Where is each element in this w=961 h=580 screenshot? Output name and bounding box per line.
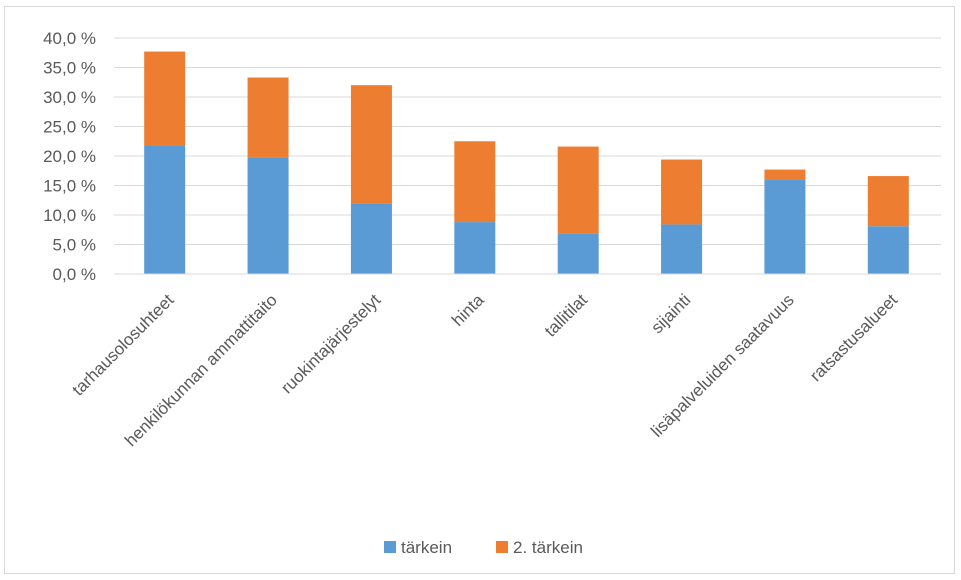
bar-segment-tarkein: [247, 157, 289, 274]
x-tick-label: sijainti: [648, 290, 695, 337]
gridlines: [114, 37, 941, 245]
y-tick-label: 15,0 %: [43, 177, 96, 196]
bar-segment-2-tarkein: [350, 85, 392, 204]
legend-label: tärkein: [401, 538, 452, 557]
bar-segment-2-tarkein: [144, 51, 186, 146]
bar-segment-2-tarkein: [764, 169, 806, 180]
bar-segment-tarkein: [764, 179, 806, 274]
x-tick-label: tarhausolosuhteet: [69, 290, 178, 399]
y-tick-label: 20,0 %: [43, 147, 96, 166]
y-tick-label: 35,0 %: [43, 59, 96, 78]
bar-segment-2-tarkein: [661, 159, 703, 225]
bar-segment-tarkein: [350, 203, 392, 274]
bar-segment-tarkein: [557, 233, 599, 274]
y-tick-label: 30,0 %: [43, 88, 96, 107]
bar-segment-tarkein: [661, 224, 703, 274]
legend-label: 2. tärkein: [513, 538, 583, 557]
legend-swatch: [496, 541, 508, 553]
y-tick-label: 10,0 %: [43, 206, 96, 225]
y-tick-label: 40,0 %: [43, 29, 96, 48]
bar-segment-2-tarkein: [454, 141, 496, 223]
x-tick-label: tallitilat: [541, 290, 591, 340]
x-tick-label: ratsastusalueet: [806, 290, 901, 385]
bar-segment-tarkein: [454, 222, 496, 274]
bar-segment-2-tarkein: [247, 77, 289, 158]
y-tick-label: 0,0 %: [53, 265, 96, 284]
bar-segment-2-tarkein: [557, 146, 599, 234]
y-tick-label: 5,0 %: [53, 236, 96, 255]
legend-swatch: [384, 541, 396, 553]
bars: [144, 51, 909, 274]
y-axis: 0,0 % 5,0 % 10,0 % 15,0 % 20,0 % 25,0 % 30,0 %…: [43, 29, 96, 284]
x-tick-label: hinta: [448, 290, 488, 330]
legend: tärkein 2. tärkein: [384, 538, 583, 557]
bar-segment-tarkein: [867, 226, 909, 274]
y-tick-label: 25,0 %: [43, 118, 96, 137]
bar-segment-2-tarkein: [867, 176, 909, 227]
x-tick-label: ruokintajärjestelyt: [277, 290, 384, 397]
bar-segment-tarkein: [144, 145, 186, 274]
